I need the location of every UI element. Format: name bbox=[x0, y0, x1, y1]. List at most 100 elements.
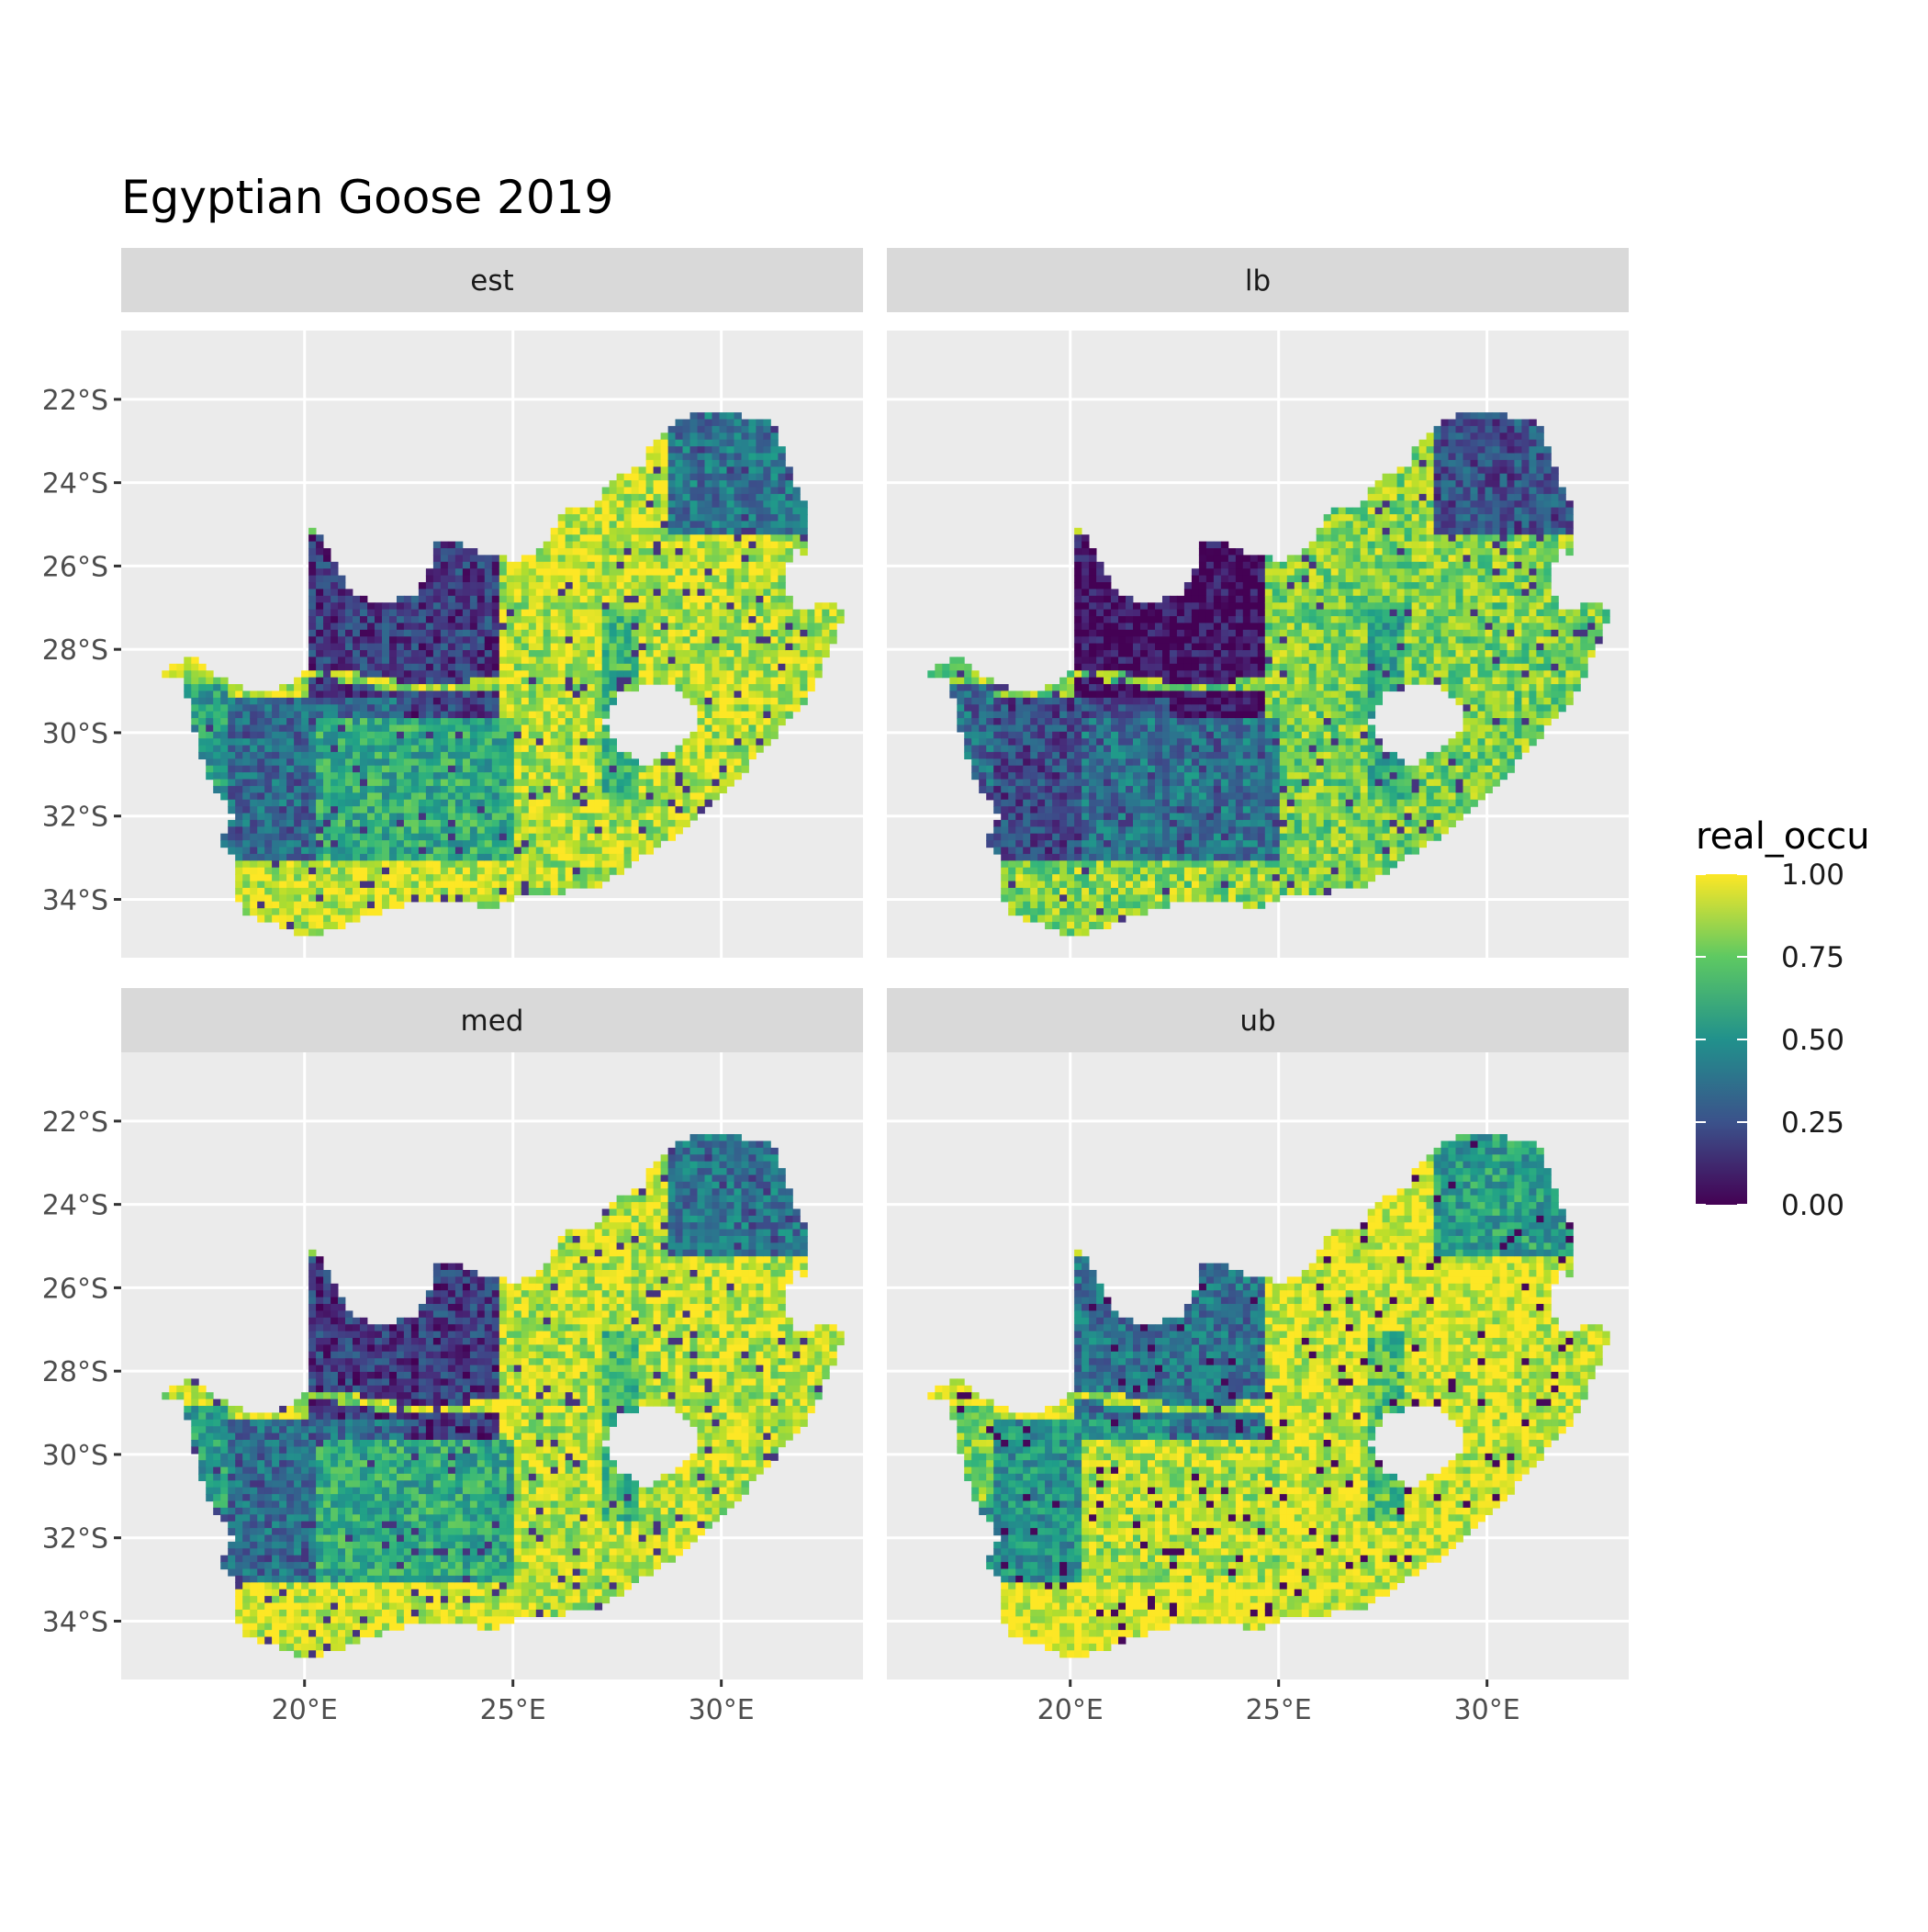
raster-cell bbox=[477, 623, 485, 630]
raster-cell bbox=[770, 534, 778, 542]
raster-cell bbox=[499, 678, 507, 685]
raster-cell bbox=[748, 746, 756, 753]
raster-cell bbox=[345, 616, 353, 623]
raster-cell bbox=[1118, 718, 1126, 725]
raster-cell bbox=[1096, 848, 1104, 855]
raster-cell bbox=[441, 718, 448, 725]
raster-cell bbox=[1008, 780, 1015, 787]
raster-cell bbox=[748, 466, 756, 474]
raster-cell bbox=[419, 772, 426, 780]
raster-cell bbox=[770, 454, 778, 461]
raster-cell bbox=[1148, 860, 1155, 868]
raster-cell bbox=[426, 840, 433, 848]
raster-cell bbox=[1023, 915, 1030, 923]
raster-cell bbox=[734, 596, 742, 603]
raster-cell bbox=[1059, 738, 1067, 746]
raster-cell bbox=[353, 664, 360, 671]
raster-cell bbox=[485, 758, 492, 766]
raster-cell bbox=[1118, 786, 1126, 793]
raster-cell bbox=[580, 752, 588, 759]
raster-cell bbox=[448, 704, 455, 712]
raster-cell bbox=[316, 746, 323, 753]
raster-cell bbox=[778, 528, 785, 535]
raster-cell bbox=[360, 820, 367, 827]
raster-cell bbox=[360, 664, 367, 671]
raster-cell bbox=[448, 826, 455, 834]
raster-cell bbox=[1001, 860, 1008, 868]
raster-cell bbox=[1133, 814, 1140, 821]
raster-cell bbox=[1045, 772, 1052, 780]
raster-cell bbox=[228, 752, 235, 759]
raster-cell bbox=[448, 718, 455, 725]
raster-cell bbox=[756, 664, 763, 671]
raster-cell bbox=[610, 500, 617, 508]
raster-cell bbox=[646, 542, 654, 549]
raster-cell bbox=[301, 894, 308, 902]
raster-cell bbox=[705, 746, 712, 753]
raster-cell bbox=[353, 718, 360, 725]
raster-cell bbox=[272, 724, 279, 732]
raster-cell bbox=[499, 766, 507, 773]
raster-cell bbox=[338, 576, 345, 583]
raster-cell bbox=[632, 630, 639, 637]
raster-cell bbox=[742, 466, 749, 474]
raster-cell bbox=[499, 780, 507, 787]
raster-cell bbox=[1104, 596, 1111, 603]
raster-cell bbox=[433, 576, 441, 583]
raster-cell bbox=[544, 678, 551, 685]
raster-cell bbox=[617, 514, 624, 522]
raster-cell bbox=[536, 780, 544, 787]
raster-cell bbox=[389, 678, 397, 685]
raster-cell bbox=[404, 780, 411, 787]
raster-cell bbox=[632, 562, 639, 569]
raster-cell bbox=[551, 820, 558, 827]
raster-cell bbox=[668, 528, 676, 535]
raster-cell bbox=[485, 576, 492, 583]
raster-cell bbox=[382, 657, 389, 664]
raster-cell bbox=[566, 698, 573, 705]
raster-cell bbox=[301, 698, 308, 705]
raster-cell bbox=[338, 630, 345, 637]
raster-cell bbox=[1037, 826, 1045, 834]
raster-cell bbox=[507, 636, 514, 644]
raster-cell bbox=[551, 616, 558, 623]
raster-cell bbox=[661, 670, 668, 678]
raster-cell bbox=[286, 908, 294, 915]
raster-cell bbox=[419, 820, 426, 827]
raster-cell bbox=[588, 826, 595, 834]
raster-cell bbox=[308, 738, 316, 746]
raster-cell bbox=[551, 596, 558, 603]
raster-cell bbox=[1015, 732, 1023, 739]
raster-cell bbox=[485, 826, 492, 834]
raster-cell bbox=[1001, 780, 1008, 787]
raster-cell bbox=[1126, 902, 1133, 909]
raster-cell bbox=[1067, 738, 1074, 746]
raster-cell bbox=[624, 562, 632, 569]
raster-cell bbox=[397, 732, 404, 739]
raster-cell bbox=[756, 426, 763, 433]
raster-cell bbox=[338, 752, 345, 759]
raster-cell bbox=[698, 786, 705, 793]
raster-cell bbox=[734, 670, 742, 678]
raster-cell bbox=[397, 868, 404, 875]
raster-cell bbox=[1045, 800, 1052, 807]
raster-cell bbox=[1096, 650, 1104, 657]
raster-cell bbox=[250, 854, 257, 861]
raster-cell bbox=[536, 610, 544, 617]
raster-cell bbox=[748, 534, 756, 542]
raster-cell bbox=[742, 678, 749, 685]
raster-cell bbox=[690, 589, 698, 596]
raster-cell bbox=[316, 826, 323, 834]
raster-cell bbox=[632, 684, 639, 691]
raster-cell bbox=[705, 555, 712, 562]
raster-cell bbox=[756, 630, 763, 637]
raster-cell bbox=[1067, 691, 1074, 698]
raster-cell bbox=[602, 650, 610, 657]
raster-cell bbox=[463, 712, 470, 719]
raster-cell bbox=[485, 786, 492, 793]
raster-cell bbox=[748, 678, 756, 685]
raster-cell bbox=[632, 657, 639, 664]
raster-cell bbox=[1059, 902, 1067, 909]
raster-cell bbox=[301, 860, 308, 868]
raster-cell bbox=[514, 792, 521, 800]
